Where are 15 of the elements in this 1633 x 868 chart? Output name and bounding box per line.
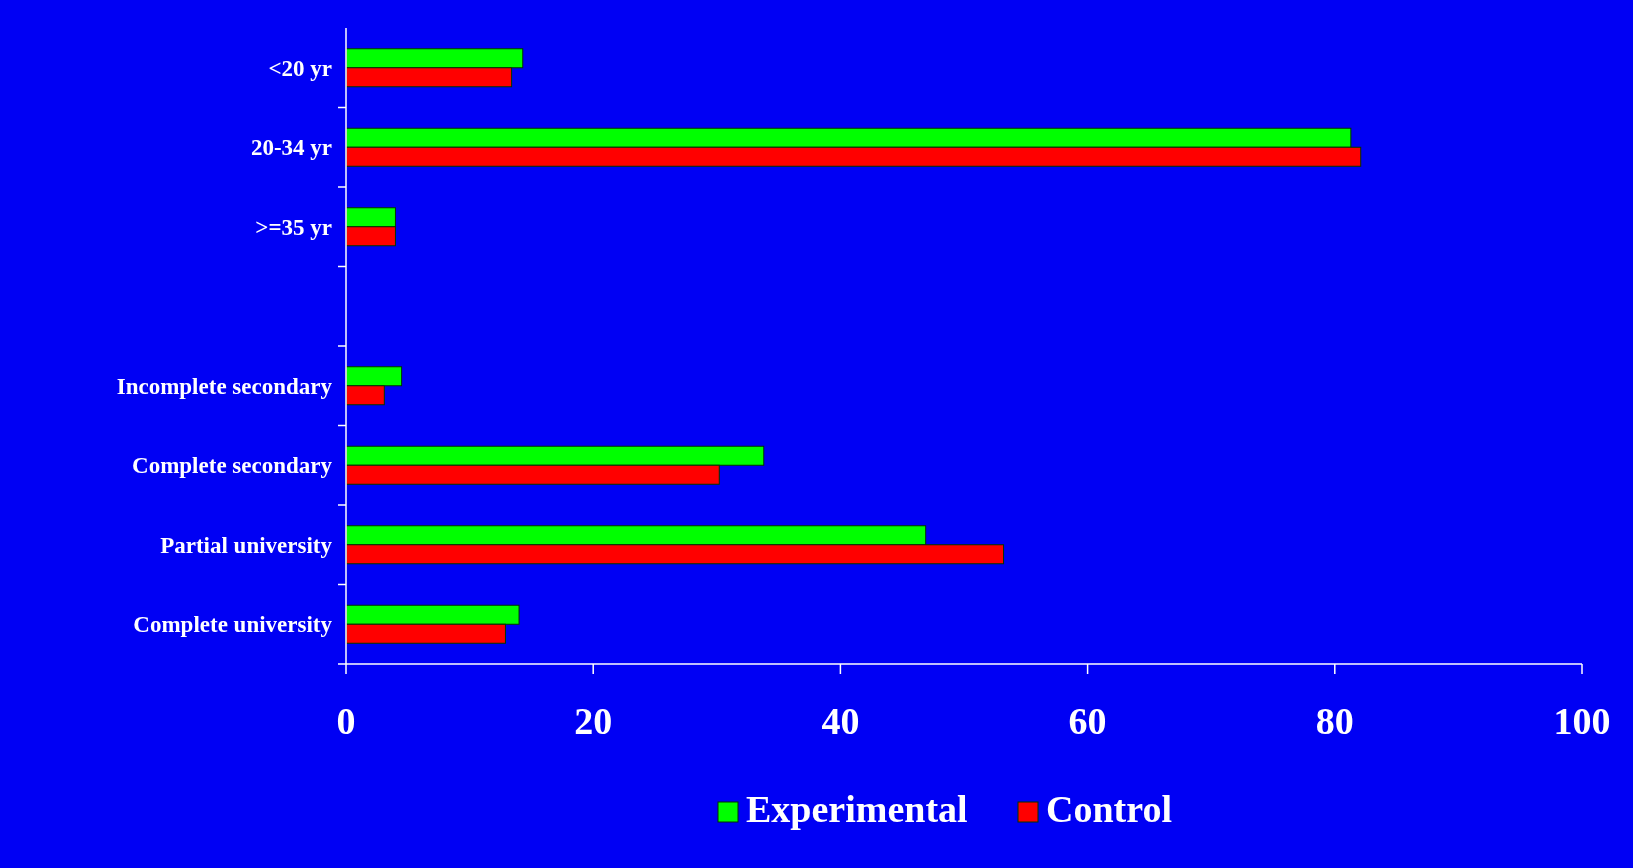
x-tick-label: 20 [574, 700, 613, 742]
x-tick-label: 80 [1315, 700, 1354, 742]
y-tick-label: Complete university [133, 612, 333, 638]
x-tick-label: 0 [336, 700, 356, 742]
y-tick-label: Partial university [160, 532, 333, 558]
x-tick-label: 100 [1553, 700, 1611, 742]
y-tick-label: >=35 yr [255, 214, 332, 240]
x-tick-label: 40 [821, 700, 860, 742]
y-tick-label: <20 yr [268, 55, 332, 81]
legend-label: Control [1046, 788, 1172, 830]
y-tick-label: Complete secondary [132, 453, 333, 479]
legend-label: Experimental [746, 788, 968, 830]
y-tick-label: Incomplete secondary [116, 373, 333, 399]
x-tick-label: 60 [1068, 700, 1107, 742]
y-tick-label: 20-34 yr [250, 135, 332, 161]
